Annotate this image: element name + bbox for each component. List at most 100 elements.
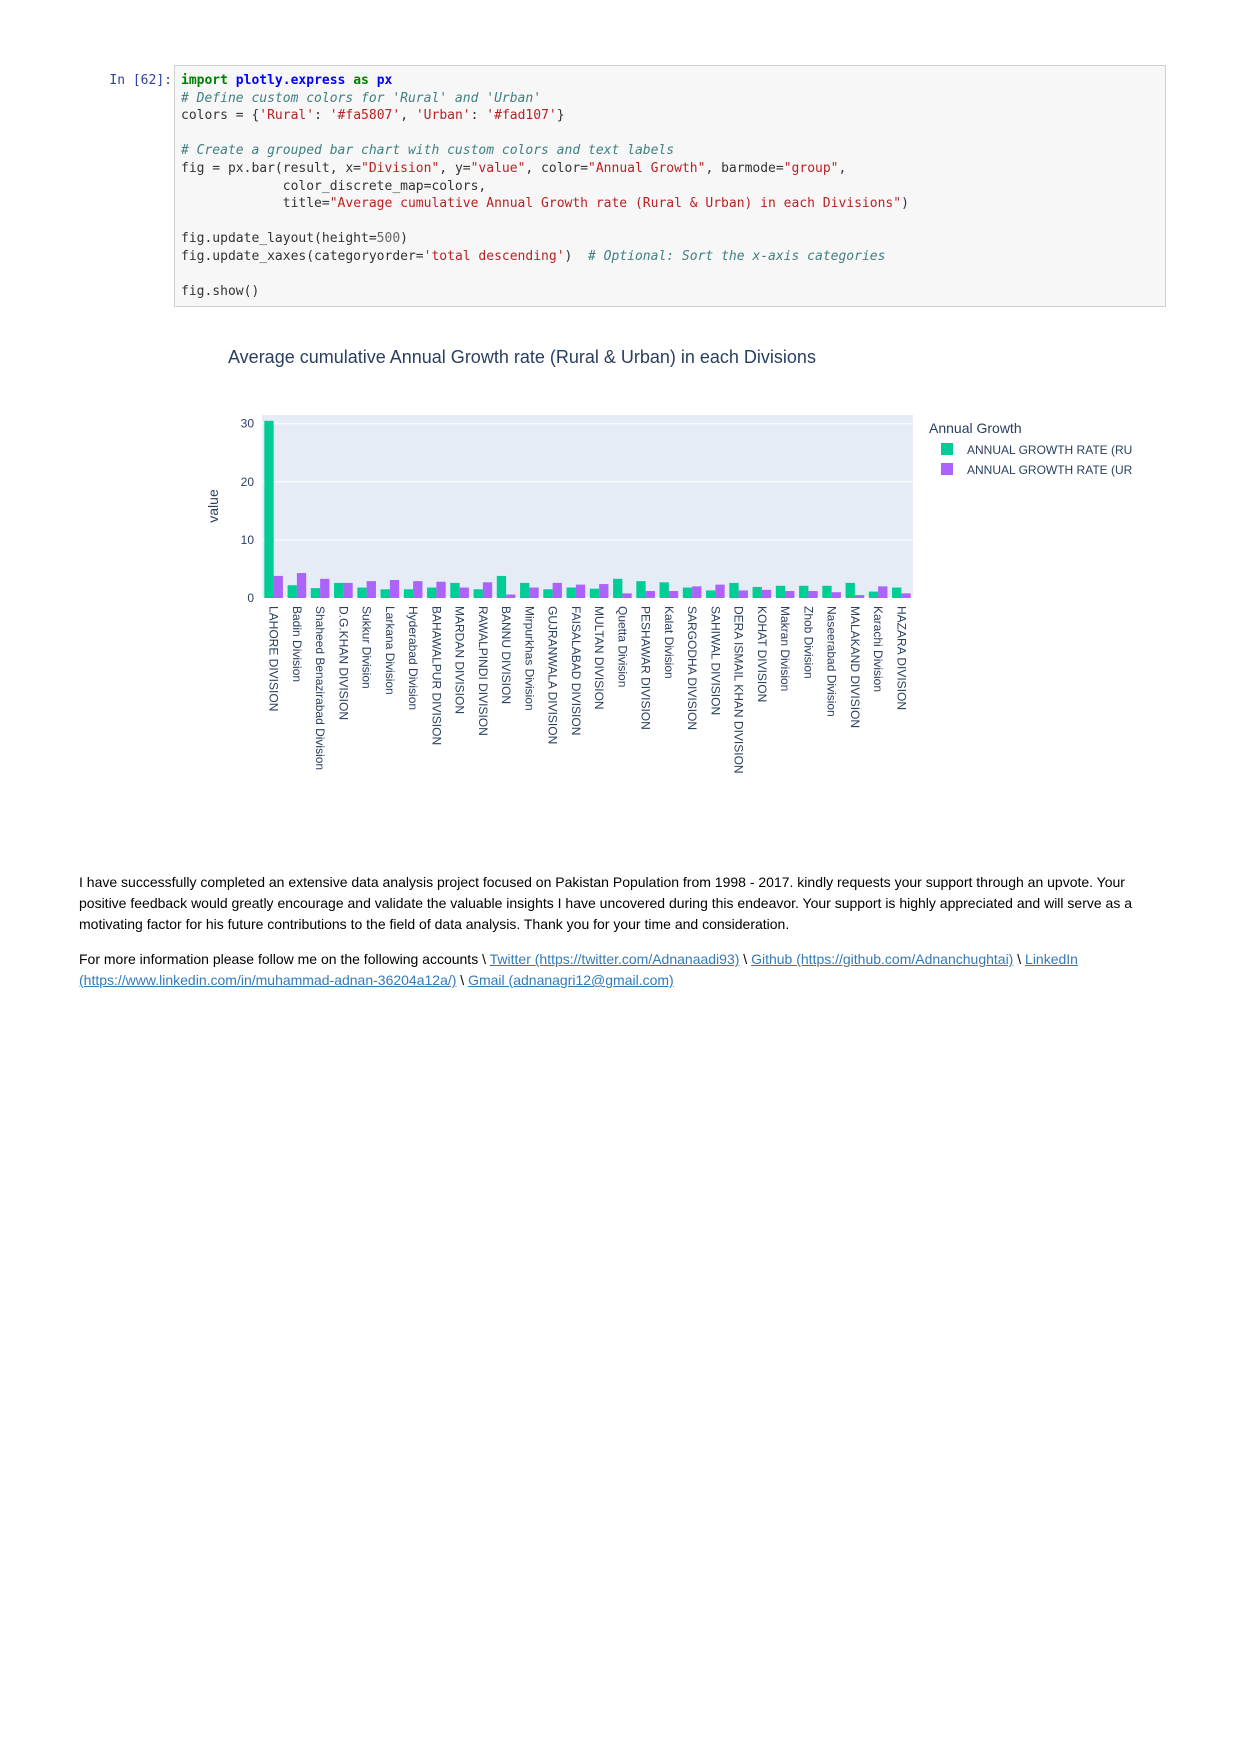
bar-urban[interactable] (878, 586, 888, 598)
bar-urban[interactable] (459, 587, 469, 598)
bar-rural[interactable] (473, 589, 483, 598)
bar-urban[interactable] (273, 575, 283, 598)
bar-urban[interactable] (715, 584, 725, 598)
bar-urban[interactable] (831, 592, 841, 598)
bar-urban[interactable] (413, 581, 423, 598)
x-tick-label: KOHAT DIVISION (755, 606, 769, 702)
bar-urban[interactable] (645, 591, 655, 598)
code-token: title= (181, 196, 330, 212)
bar-urban[interactable] (529, 587, 539, 598)
bar-rural[interactable] (752, 586, 762, 598)
bar-urban[interactable] (320, 578, 330, 598)
x-tick-label: Badin Division (290, 606, 304, 682)
bar-rural[interactable] (822, 585, 832, 598)
bar-rural[interactable] (543, 589, 553, 598)
bar-urban[interactable] (622, 593, 632, 598)
code-line: # Define custom colors for 'Rural' and '… (181, 91, 541, 106)
bar-rural[interactable] (868, 591, 879, 598)
bar-rural[interactable] (729, 582, 739, 598)
bar-rural[interactable] (636, 581, 646, 598)
x-tick-label: FAISALABAD DIVISION (569, 606, 583, 735)
bar-rural[interactable] (496, 575, 507, 598)
code-token: as (353, 73, 369, 88)
bar-urban[interactable] (366, 581, 376, 598)
code-token: fig.update_layout(height= (181, 231, 377, 247)
code-token: , color= (525, 160, 589, 176)
code-token: , (838, 160, 847, 176)
bar-urban[interactable] (296, 573, 307, 598)
bar-urban[interactable] (692, 586, 702, 598)
bar-rural[interactable] (613, 578, 623, 598)
x-tick-label: Shaheed Benazirabad Division (313, 606, 327, 770)
gmail-link[interactable]: Gmail (adnanagri12@gmail.com) (468, 972, 674, 988)
x-tick-label: HAZARA DIVISION (894, 606, 908, 710)
x-tick-label: D.G.KHAN DIVISION (336, 606, 350, 720)
legend-swatch-rural[interactable] (941, 443, 953, 455)
bar-rural[interactable] (799, 585, 809, 598)
bar-urban[interactable] (506, 594, 516, 598)
x-tick-label: Sukkur Division (360, 606, 374, 689)
bar-urban[interactable] (436, 581, 446, 598)
bar-rural[interactable] (566, 587, 576, 598)
bar-rural[interactable] (380, 589, 390, 598)
bar-rural[interactable] (682, 587, 693, 598)
linkedin-link[interactable]: LinkedIn (https://www.linkedin.com/in/mu… (79, 951, 1078, 988)
bar-urban[interactable] (761, 589, 772, 598)
separator: \ (739, 951, 752, 967)
code-line: fig.update_layout(height=500) (181, 231, 408, 246)
bar-rural[interactable] (845, 582, 855, 598)
code-line: fig.update_xaxes(categoryorder='total de… (181, 249, 885, 264)
twitter-link[interactable]: Twitter (https://twitter.com/Adnanaadi93… (489, 951, 740, 967)
bar-rural[interactable] (706, 590, 716, 598)
code-token: "group" (783, 160, 839, 176)
bar-urban[interactable] (599, 584, 609, 598)
code-token: : (470, 108, 487, 124)
code-token: : (314, 108, 330, 124)
github-link[interactable]: Github (https://github.com/Adnanchughtai… (751, 951, 1014, 967)
code-token: fig = px.bar(result, x= (181, 160, 362, 176)
bar-urban[interactable] (575, 584, 586, 598)
bar-rural[interactable] (334, 582, 344, 598)
follow-intro: For more information please follow me on… (79, 951, 490, 967)
legend: Annual Growth ANNUAL GROWTH RATE (RU ANN… (929, 420, 1133, 477)
bar-rural[interactable] (287, 585, 297, 598)
bar-urban[interactable] (808, 591, 818, 598)
bar-urban[interactable] (482, 582, 493, 598)
bar-rural[interactable] (264, 420, 274, 598)
bar-rural[interactable] (427, 587, 437, 598)
bar-rural[interactable] (310, 588, 321, 598)
bar-urban[interactable] (389, 579, 400, 598)
code-token: # Optional: Sort the x-axis categories (588, 248, 886, 264)
bar-rural[interactable] (403, 589, 414, 598)
bar-urban[interactable] (785, 591, 795, 598)
y-tick-label: 10 (241, 533, 255, 547)
x-tick-label: Quetta Division (615, 606, 629, 687)
code-token: colors = { (181, 108, 260, 124)
code-token: fig.show() (181, 284, 260, 300)
bar-urban[interactable] (901, 593, 911, 598)
code-line: fig.show() (181, 284, 259, 299)
bar-urban[interactable] (738, 590, 748, 598)
bar-rural[interactable] (357, 587, 367, 598)
bar-urban[interactable] (854, 595, 865, 598)
bar-rural[interactable] (520, 582, 530, 598)
bar-rural[interactable] (775, 585, 786, 598)
code-token: '#fa5807' (329, 108, 401, 124)
legend-item-rural[interactable]: ANNUAL GROWTH RATE (RU (967, 443, 1132, 457)
bar-urban[interactable] (552, 582, 562, 598)
bar-urban[interactable] (668, 591, 679, 598)
legend-swatch-urban[interactable] (941, 463, 953, 475)
legend-item-urban[interactable]: ANNUAL GROWTH RATE (UR (967, 463, 1133, 477)
code-editor[interactable]: import plotly.express as px # Define cus… (174, 65, 1166, 307)
code-token: "Division" (361, 160, 440, 176)
y-tick-label: 20 (241, 475, 255, 489)
code-line: color_discrete_map=colors, (181, 179, 487, 194)
bar-rural[interactable] (450, 582, 460, 598)
y-tick-label: 30 (241, 417, 255, 431)
bar-urban[interactable] (343, 582, 353, 598)
code-token: 'Rural' (259, 108, 315, 124)
y-axis-label: value (205, 489, 221, 523)
bar-rural[interactable] (892, 587, 902, 598)
bar-rural[interactable] (659, 582, 669, 598)
bar-rural[interactable] (589, 588, 600, 598)
